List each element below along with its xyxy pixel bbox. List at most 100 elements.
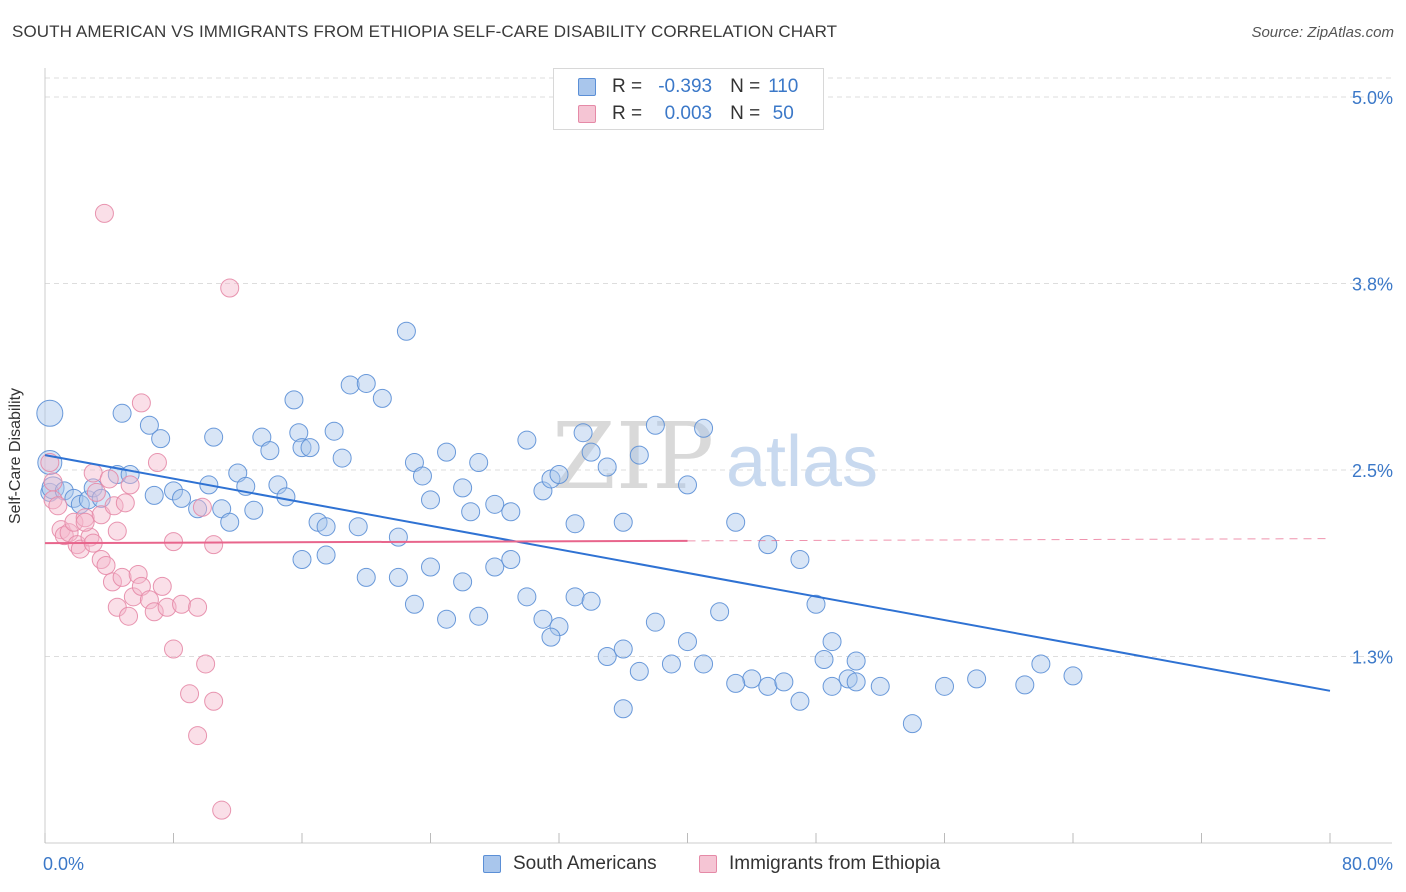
blue-point	[139, 415, 159, 435]
x-tick-label: 0.0%	[43, 854, 84, 874]
blue-point	[172, 488, 192, 508]
blue-point	[453, 478, 473, 498]
blue-point	[517, 430, 537, 450]
watermark-atlas: atlas	[726, 422, 878, 502]
blue-point	[469, 606, 489, 626]
blue-point	[260, 441, 280, 461]
chart-title: SOUTH AMERICAN VS IMMIGRANTS FROM ETHIOP…	[12, 22, 838, 41]
blue-point	[300, 438, 320, 458]
blue-point	[581, 442, 601, 462]
blue-point	[726, 512, 746, 532]
blue-point	[597, 647, 617, 666]
blue-point	[469, 453, 489, 473]
legend-n-value: 110	[768, 76, 799, 97]
blue-point	[822, 676, 842, 696]
blue-point	[710, 602, 730, 622]
blue-point	[774, 672, 794, 692]
pink-point	[144, 602, 164, 622]
blue-point	[565, 587, 585, 607]
y-tick-label: 3.8%	[1352, 275, 1393, 295]
bottom-legend-swatch-pink	[699, 855, 717, 873]
pink-point	[212, 800, 232, 820]
pink-trend-line-dashed	[687, 538, 1331, 542]
blue-point	[806, 594, 826, 614]
pink-point	[104, 496, 124, 516]
legend-row-pink: R = 0.003 N = 50	[578, 101, 806, 127]
pink-point	[119, 606, 139, 626]
legend-r-value: 0.003	[664, 103, 713, 124]
pink-point	[204, 535, 224, 555]
blue-point	[276, 487, 296, 507]
blue-point	[822, 632, 842, 652]
blue-point	[1015, 675, 1035, 695]
blue-point	[372, 388, 392, 408]
pink-point	[43, 472, 63, 492]
blue-point	[388, 527, 408, 547]
pink-point	[152, 576, 172, 596]
blue-point	[517, 587, 537, 607]
pink-point	[83, 463, 103, 483]
y-tick-label: 1.3%	[1352, 648, 1393, 668]
blue-point	[36, 399, 64, 427]
blue-point	[678, 475, 697, 495]
blue-point	[645, 415, 665, 435]
grid-layer	[45, 77, 1392, 657]
blue-point	[348, 517, 368, 537]
pink-point	[139, 590, 159, 610]
blue-point	[388, 567, 408, 587]
blue-point	[790, 691, 810, 711]
pink-point	[188, 597, 208, 617]
pink-point	[192, 497, 212, 517]
blue-point	[694, 654, 714, 674]
blue-point	[613, 699, 633, 719]
blue-point	[164, 481, 183, 501]
blue-point	[533, 609, 553, 629]
y-tick-label: 5.0%	[1352, 88, 1393, 108]
blue-point	[144, 485, 164, 505]
blue-point	[742, 669, 762, 689]
blue-point	[758, 535, 778, 555]
pink-point	[48, 496, 68, 516]
pink-point	[180, 684, 200, 704]
blue-point	[902, 714, 922, 734]
blue-point	[1031, 654, 1051, 674]
pink-point	[107, 521, 127, 541]
blue-point	[629, 445, 649, 465]
legend-r-label: R =	[612, 103, 643, 124]
blue-point	[292, 438, 312, 458]
pink-point	[164, 532, 183, 552]
blue-point	[573, 423, 593, 443]
legend-r-label: R =	[612, 76, 643, 97]
pink-point	[64, 512, 84, 532]
pink-point	[96, 555, 116, 575]
blue-point	[151, 429, 171, 449]
legend-row-blue: R = -0.393 N = 110	[578, 74, 806, 100]
blue-point	[846, 651, 866, 671]
blue-trend-line	[44, 454, 1331, 692]
blue-point	[1063, 666, 1083, 686]
watermark: ZIP atlas	[552, 403, 878, 510]
blue-point	[565, 514, 585, 534]
blue-point	[453, 572, 473, 592]
blue-point	[356, 567, 376, 587]
bottom-legend-label: South Americans	[513, 853, 657, 874]
blue-point	[485, 494, 505, 514]
pink-point	[157, 597, 177, 617]
pink-point	[204, 691, 224, 711]
blue-point	[549, 464, 569, 484]
pink-point	[94, 203, 114, 223]
blue-point	[356, 373, 376, 393]
blue-point	[726, 673, 746, 693]
pink-point	[172, 594, 192, 614]
pink-point	[131, 393, 151, 413]
pink-point	[196, 654, 216, 674]
blue-point	[461, 502, 481, 522]
blue-point	[412, 466, 432, 486]
blue-point	[814, 649, 834, 669]
pink-point	[164, 639, 183, 659]
blue-point	[396, 321, 416, 341]
blue-point	[421, 557, 440, 577]
bottom-legend-south-americans: South Americans	[483, 852, 657, 876]
blue-point	[289, 423, 309, 443]
